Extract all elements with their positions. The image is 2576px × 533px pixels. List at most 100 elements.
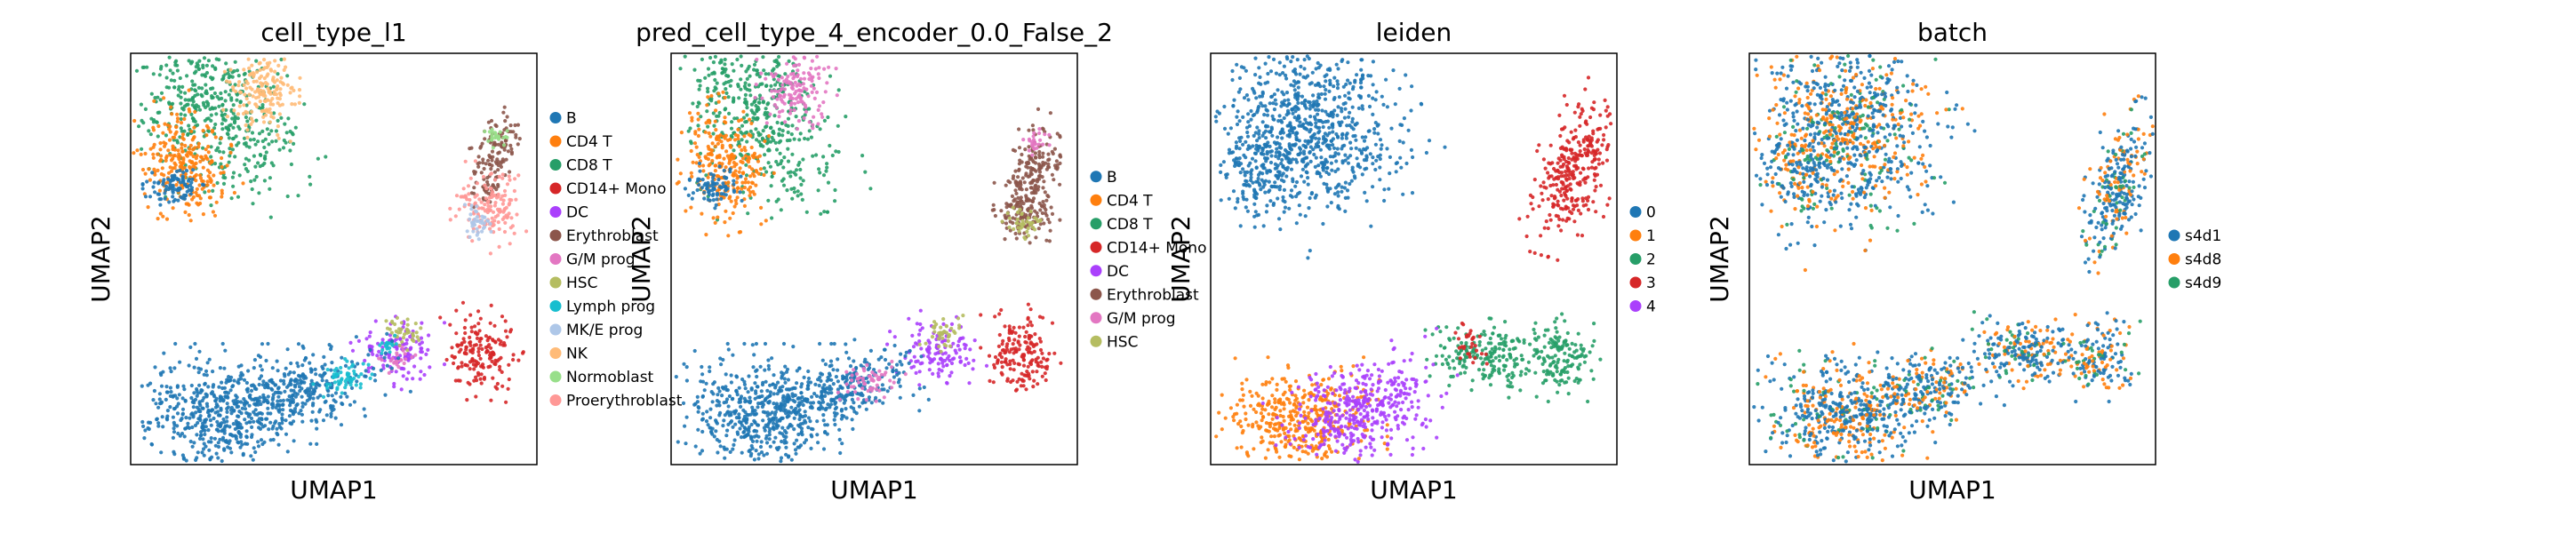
scatter-point	[187, 88, 191, 92]
scatter-point	[716, 393, 720, 397]
scatter-point	[501, 210, 506, 214]
scatter-point	[777, 131, 781, 136]
scatter-point	[1012, 368, 1016, 372]
scatter-point	[851, 426, 855, 432]
scatter-point	[729, 380, 734, 385]
scatter-point	[220, 96, 224, 100]
scatter-point	[717, 161, 722, 165]
scatter-point	[412, 364, 417, 369]
scatter-point	[167, 100, 172, 105]
scatter-point	[258, 363, 263, 368]
scatter-point	[311, 382, 316, 386]
scatter-point	[237, 104, 242, 108]
legend-marker	[1090, 218, 1102, 230]
scatter-point	[777, 127, 782, 131]
scatter-point	[786, 378, 791, 382]
scatter-point	[782, 79, 787, 84]
scatter-point	[493, 385, 498, 389]
scatter-point	[944, 324, 948, 329]
scatter-point	[493, 178, 498, 182]
scatter-point	[999, 209, 1004, 213]
scatter-point	[454, 194, 460, 198]
scatter-point	[690, 196, 694, 201]
scatter-point	[945, 362, 949, 367]
scatter-point	[751, 171, 756, 176]
scatter-point	[209, 179, 213, 183]
scatter-point	[249, 454, 253, 458]
scatter-point	[450, 354, 454, 358]
scatter-point	[724, 397, 730, 402]
scatter-point	[189, 395, 194, 401]
scatter-point	[759, 205, 764, 210]
scatter-point	[264, 108, 268, 113]
scatter-point	[783, 120, 788, 124]
scatter-point	[689, 171, 693, 175]
scatter-point	[331, 404, 335, 409]
scatter-point	[930, 335, 935, 339]
scatter-point	[180, 453, 185, 457]
scatter-point	[218, 425, 222, 429]
scatter-point	[918, 362, 923, 366]
scatter-point	[390, 338, 395, 344]
scatter-point	[696, 100, 701, 105]
scatter-point	[323, 362, 327, 367]
scatter-point	[815, 54, 820, 59]
scatter-point	[798, 131, 803, 136]
scatter-point	[1025, 370, 1029, 374]
scatter-point	[224, 107, 228, 112]
scatter-point	[1001, 338, 1005, 343]
scatter-point	[492, 323, 497, 328]
y-axis-label: UMAP2	[627, 215, 656, 303]
scatter-point	[140, 147, 144, 151]
scatter-point	[380, 341, 384, 346]
scatter-point	[236, 440, 240, 444]
scatter-point	[297, 100, 301, 105]
scatter-point	[179, 418, 183, 423]
scatter-point	[268, 187, 272, 191]
scatter-point	[828, 373, 832, 378]
scatter-point	[480, 229, 484, 234]
scatter-point	[224, 394, 228, 399]
scatter-point	[469, 325, 474, 330]
scatter-point	[316, 156, 320, 161]
scatter-point	[500, 202, 506, 206]
scatter-point	[156, 180, 161, 185]
scatter-point	[1012, 346, 1016, 351]
scatter-point	[248, 85, 252, 90]
scatter-point	[768, 444, 772, 449]
scatter-point	[708, 134, 713, 139]
scatter-point	[143, 428, 148, 433]
scatter-point	[204, 89, 209, 93]
scatter-point	[503, 329, 508, 333]
scatter-point	[725, 341, 730, 346]
scatter-point	[806, 383, 811, 387]
scatter-point	[224, 439, 228, 443]
scatter-point	[211, 210, 215, 214]
scatter-point	[157, 73, 162, 77]
scatter-point	[506, 386, 510, 391]
scatter-point	[259, 88, 263, 92]
scatter-point	[786, 123, 790, 128]
scatter-point	[786, 147, 790, 151]
scatter-point	[794, 115, 798, 119]
legend-label: B	[1107, 169, 1117, 187]
scatter-point	[779, 139, 783, 143]
scatter-point	[818, 171, 822, 175]
scatter-point	[244, 421, 249, 426]
scatter-point	[774, 199, 779, 203]
scatter-point	[779, 456, 784, 460]
scatter-point	[159, 400, 164, 404]
scatter-point	[171, 71, 175, 76]
scatter-point	[1046, 152, 1051, 156]
scatter-point	[1043, 132, 1047, 137]
scatter-point	[352, 400, 356, 404]
scatter-point	[996, 344, 1001, 348]
scatter-point	[491, 146, 496, 150]
scatter-point	[837, 437, 842, 442]
scatter-point	[796, 432, 801, 437]
scatter-point	[1050, 149, 1054, 154]
scatter-point	[727, 196, 732, 201]
scatter-point	[511, 357, 516, 362]
scatter-point	[264, 417, 268, 421]
scatter-point	[471, 362, 476, 367]
